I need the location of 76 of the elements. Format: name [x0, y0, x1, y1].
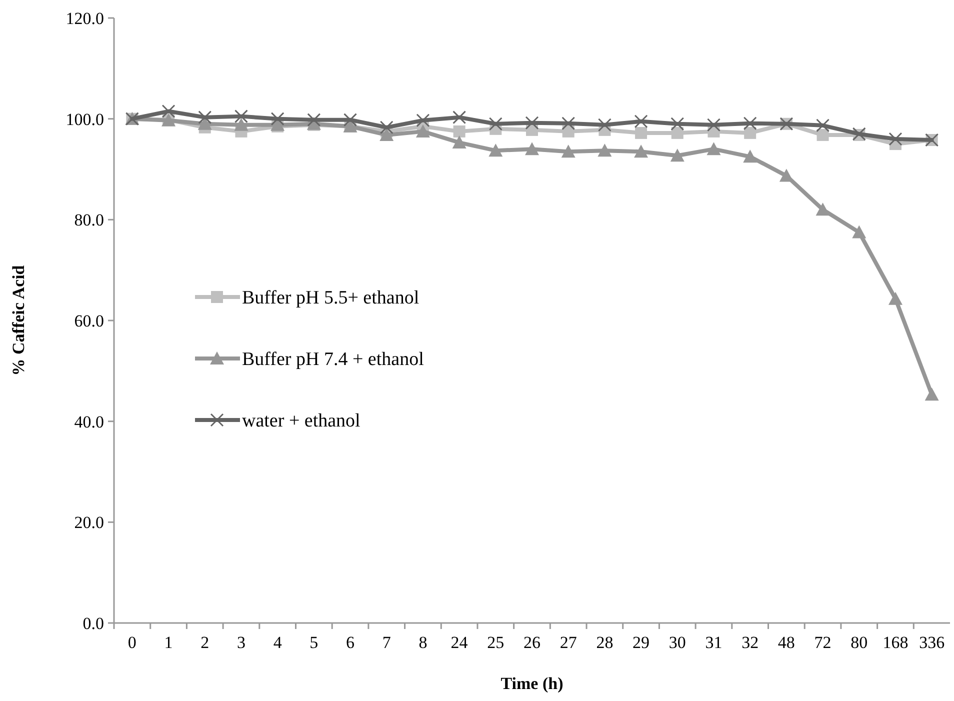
point	[706, 118, 720, 132]
x-tick-label: 6	[346, 633, 355, 652]
y-tick-label: 100.0	[66, 110, 104, 129]
x-tick-label: 72	[814, 633, 832, 652]
point	[198, 110, 212, 124]
x-tick-label: 4	[273, 633, 282, 652]
point	[525, 116, 539, 130]
point	[671, 126, 684, 139]
point	[634, 144, 648, 158]
point	[634, 114, 648, 128]
x-tick-label: 5	[310, 633, 318, 652]
x-tick-label: 3	[236, 633, 246, 652]
point	[743, 150, 758, 163]
x-tick-label: 30	[668, 633, 686, 652]
point	[562, 116, 576, 130]
point	[453, 125, 466, 138]
point	[488, 117, 502, 131]
point	[816, 118, 830, 132]
x-tick-label: 1	[164, 633, 173, 652]
x-axis-title: Time (h)	[500, 674, 564, 693]
point	[598, 118, 612, 132]
x-tick-label: 29	[632, 633, 650, 652]
point	[452, 110, 466, 124]
point	[816, 202, 830, 216]
y-axis-title: % Caffeic Acid	[9, 264, 28, 376]
point	[416, 124, 430, 138]
point	[234, 118, 248, 131]
point	[888, 292, 902, 305]
x-tick-label: 7	[382, 633, 392, 652]
point	[416, 114, 430, 128]
x-tick-label: 26	[524, 633, 540, 652]
y-tick-label: 120.0	[66, 8, 104, 28]
x-tick-label: 48	[778, 633, 795, 652]
x-tick-label: 336	[919, 633, 945, 652]
point	[924, 388, 939, 401]
point	[635, 126, 648, 139]
x-tick-label: 25	[487, 633, 504, 652]
point	[816, 128, 829, 141]
point	[380, 128, 394, 141]
point	[162, 104, 176, 118]
point	[344, 113, 358, 127]
y-tick-label: 0.0	[82, 614, 104, 633]
point	[525, 142, 539, 156]
point	[598, 144, 612, 157]
point	[561, 144, 576, 158]
point	[779, 168, 794, 182]
legend-label: Buffer pH 7.4 + ethanol	[242, 349, 424, 370]
point	[234, 110, 248, 124]
point	[888, 132, 902, 146]
point	[488, 144, 503, 157]
legend-label: water + ethanol	[242, 410, 360, 432]
point	[670, 117, 684, 131]
y-tick-label: 40.0	[74, 412, 104, 432]
x-tick-label: 31	[705, 633, 722, 652]
x-tick-label: 2	[200, 633, 210, 652]
x-tick-label: 32	[742, 633, 759, 652]
point	[744, 126, 756, 139]
x-tick-label: 24	[450, 633, 468, 652]
x-tick-label: 80	[850, 633, 868, 652]
point	[270, 112, 284, 126]
x-tick-label: 168	[882, 633, 908, 652]
point	[706, 142, 721, 156]
x-tick-label: 0	[128, 633, 136, 652]
y-tick-label: 80.0	[74, 210, 104, 230]
point	[852, 225, 866, 238]
point	[670, 148, 684, 162]
x-tick-label: 27	[560, 633, 578, 652]
point	[380, 120, 394, 134]
x-tick-label: 8	[418, 633, 428, 652]
point	[307, 113, 321, 127]
x-tick-label: 28	[596, 633, 614, 652]
y-tick-label: 60.0	[74, 311, 104, 330]
point	[452, 136, 466, 149]
legend-label: Buffer pH 5.5+ ethanol	[242, 288, 420, 309]
y-tick-label: 20.0	[74, 513, 104, 532]
point	[743, 116, 757, 130]
